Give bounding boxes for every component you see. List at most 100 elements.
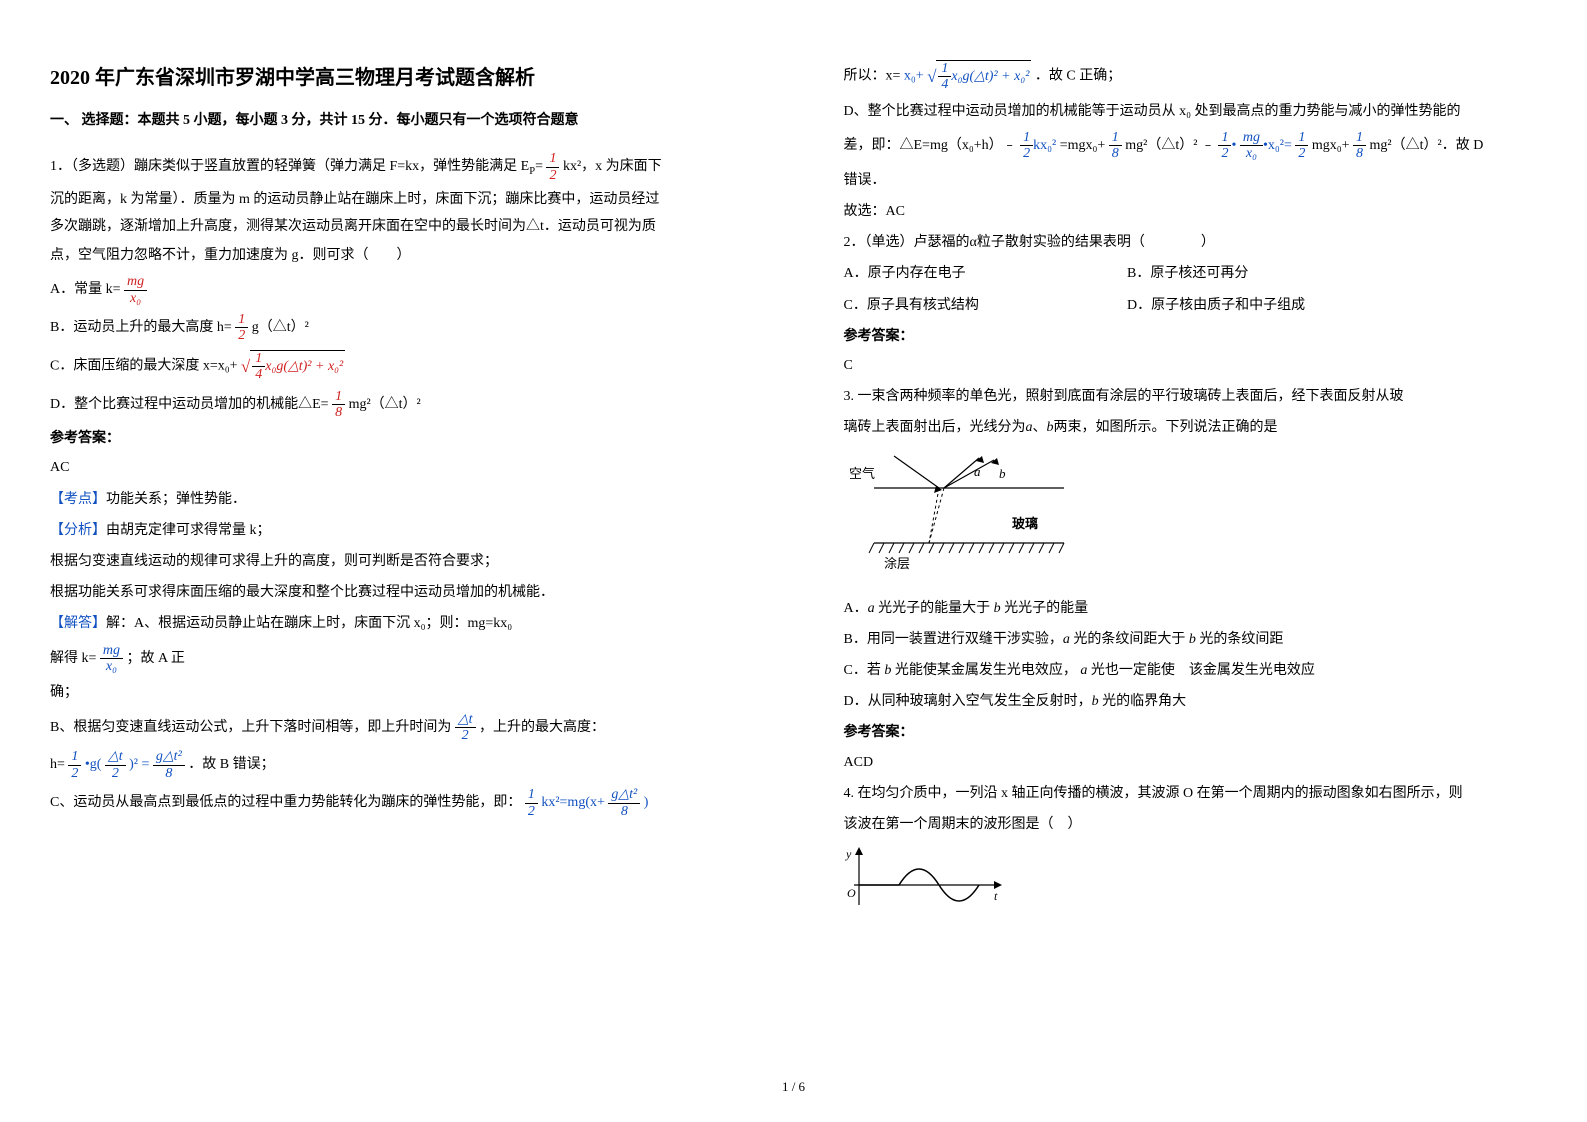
sola2-post: ；故 A 正 bbox=[127, 651, 185, 666]
num: 1 bbox=[546, 151, 559, 167]
sqrt-icon: √14x₀g(△t)² + x₀² bbox=[241, 350, 345, 383]
q3-l2a: 璃砖上表面射出后，光线分为 bbox=[844, 420, 1026, 435]
q1-eq: = bbox=[535, 159, 543, 174]
solA1: 解：A、根据运动员静止站在蹦床上时，床面下沉 x₀；则：mg=kx₀ bbox=[106, 616, 512, 631]
num: g△t² bbox=[608, 787, 640, 803]
q2-opts-row2: C．原子具有核式结构 D．原子核由质子和中子组成 bbox=[844, 293, 1538, 318]
solc1-eq: kx²=mg(x+ bbox=[541, 795, 605, 810]
m: 光光子的能量大于 bbox=[875, 601, 994, 616]
opt-d-pre: D．整个比赛过程中运动员增加的机械能△E= bbox=[50, 397, 332, 412]
exam-title: 2020 年广东省深圳市罗湖中学高三物理月考试题含解析 bbox=[50, 60, 744, 96]
sola2-pre: 解得 k= bbox=[50, 651, 100, 666]
q3-l2: 璃砖上表面射出后，光线分为a、b两束，如图所示。下列说法正确的是 bbox=[844, 415, 1538, 440]
q1-an-h: 【分析】由胡克定律可求得常量 k； bbox=[50, 518, 744, 543]
den: 2 bbox=[455, 728, 476, 743]
q1-opt-c: C．床面压缩的最大深度 x=x₀+ √14x₀g(△t)² + x₀² bbox=[50, 350, 744, 383]
q1-stem-text2: kx²，x 为床面下 bbox=[563, 159, 662, 174]
right-column: 所以：x= x₀+ √14x₀g(△t)² + x₀² ．故 C 正确； D、整… bbox=[794, 0, 1587, 1122]
q1r-so: 所以：x= x₀+ √14x₀g(△t)² + x₀² ．故 C 正确； bbox=[844, 60, 1538, 93]
f6: 18 bbox=[1353, 130, 1366, 162]
solb2-mid2: )² = bbox=[129, 757, 153, 772]
q1-sol-a2: 解得 k= mgx₀ ；故 A 正 bbox=[50, 643, 744, 675]
q1-sol-b2: h= 12 •g( △t2 )² = g△t²8 ．故 B 错误； bbox=[50, 749, 744, 781]
m3: mg²（△t）² ﹣ bbox=[1125, 138, 1215, 153]
q4-l1: 4. 在均匀介质中，一列沿 x 轴正向传播的横波，其波源 O 在第一个周期内的振… bbox=[844, 781, 1538, 806]
x0-plus: x₀+ bbox=[904, 69, 924, 84]
a-sym: a bbox=[1026, 420, 1033, 435]
q1r-d1: D、整个比赛过程中运动员增加的机械能等于运动员从 x₀ 处到最高点的重力势能与减… bbox=[844, 99, 1538, 124]
origin-label: O bbox=[847, 886, 856, 900]
po: 光也一定能使 该金属发生光电效应 bbox=[1087, 663, 1315, 678]
solb1-post: ，上升的最大高度： bbox=[479, 720, 605, 735]
kp-label: 【考点】 bbox=[50, 492, 106, 507]
q3-l2b: 、 bbox=[1033, 420, 1047, 435]
answer-label: 参考答案： bbox=[50, 426, 744, 451]
num: mg bbox=[100, 643, 123, 659]
den: 8 bbox=[1109, 146, 1122, 161]
num: 1 bbox=[1295, 130, 1308, 146]
frac-gdt28-b: g△t²8 bbox=[608, 787, 640, 819]
q1-sol-a3: 确； bbox=[50, 680, 744, 705]
q1-answer: AC bbox=[50, 455, 744, 480]
den: 2 bbox=[525, 804, 538, 819]
p: B．用同一装置进行双缝干涉实验， bbox=[844, 632, 1063, 647]
opt-c-pre: C．床面压缩的最大深度 x=x₀+ bbox=[50, 358, 241, 373]
opt-d-post: mg²（△t）² bbox=[349, 397, 421, 412]
q2-b: B．原子核还可再分 bbox=[1127, 266, 1248, 281]
frac-gdt28: g△t²8 bbox=[153, 749, 185, 781]
page-footer: 1 / 6 bbox=[0, 1075, 1587, 1098]
wave-graph-icon: y t O bbox=[844, 845, 1014, 920]
q2-answer: C bbox=[844, 353, 1538, 378]
sol-label: 【解答】 bbox=[50, 616, 106, 631]
solc1-pre: C、运动员从最高点到最低点的过程中重力势能转化为蹦床的弹性势能，即： bbox=[50, 795, 521, 810]
num: mg bbox=[124, 274, 147, 290]
frac-dt2-b: △t2 bbox=[105, 749, 126, 781]
as: a bbox=[868, 601, 875, 616]
q2-answer-label: 参考答案： bbox=[844, 324, 1538, 349]
sqrt-inner: x₀g(△t)² + x₀² bbox=[951, 69, 1029, 84]
frac-dt2: △t2 bbox=[455, 712, 476, 744]
p: C．若 bbox=[844, 663, 885, 678]
den: x₀ bbox=[1240, 146, 1263, 161]
left-column: 2020 年广东省深圳市罗湖中学高三物理月考试题含解析 一、 选择题：本题共 5… bbox=[0, 0, 794, 1122]
m2: =mgx₀+ bbox=[1060, 138, 1106, 153]
q1r-d4: 故选：AC bbox=[844, 199, 1538, 224]
den: 2 bbox=[1020, 146, 1033, 161]
num: 1 bbox=[68, 749, 81, 765]
den: x₀ bbox=[124, 291, 147, 306]
frac-mg-x0-b: mgx₀ bbox=[100, 643, 123, 675]
an1: 由胡克定律可求得常量 k； bbox=[106, 523, 271, 538]
kp-text: 功能关系；弹性势能． bbox=[106, 492, 246, 507]
bs: b bbox=[994, 601, 1001, 616]
f5: 12 bbox=[1295, 130, 1308, 162]
m1: kx₀² bbox=[1033, 138, 1056, 153]
q4-l2: 该波在第一个周期末的波形图是（ ） bbox=[844, 812, 1538, 837]
po: 光光子的能量 bbox=[1001, 601, 1089, 616]
frac-half-icon: 12 bbox=[546, 151, 559, 183]
q3-answer: ACD bbox=[844, 750, 1538, 775]
t-axis-label: t bbox=[994, 889, 998, 903]
solb2-mid: •g( bbox=[85, 757, 105, 772]
p: D．从同种玻璃射入空气发生全反射时， bbox=[844, 694, 1092, 709]
num: 1 bbox=[252, 351, 265, 367]
den: 4 bbox=[938, 77, 951, 92]
frac-half: 12 bbox=[235, 312, 248, 344]
q1-an2: 根据匀变速直线运动的规律可求得上升的高度，则可判断是否符合要求； bbox=[50, 549, 744, 574]
q2-d: D．原子核由质子和中子组成 bbox=[1127, 298, 1305, 313]
bs: b bbox=[1092, 694, 1099, 709]
den: x₀ bbox=[100, 659, 123, 674]
q1-an3: 根据功能关系可求得床面压缩的最大深度和整个比赛过程中运动员增加的机械能． bbox=[50, 580, 744, 605]
frac-half-b: 12 bbox=[68, 749, 81, 781]
den: 2 bbox=[235, 328, 248, 343]
po: 光的临界角大 bbox=[1099, 694, 1187, 709]
q1-line4: 点，空气阻力忽略不计，重力加速度为 g．则可求（ ） bbox=[50, 243, 744, 268]
den: 8 bbox=[1353, 146, 1366, 161]
opt-b-pre: B．运动员上升的最大高度 h= bbox=[50, 320, 235, 335]
q3-l2c: 两束，如图所示。下列说法正确的是 bbox=[1054, 420, 1278, 435]
q2-stem: 2．（单选）卢瑟福的α粒子散射实验的结果表明（ ） bbox=[844, 230, 1538, 255]
q1-stem: 1．（多选题）蹦床类似于竖直放置的轻弹簧（弹力满足 F=kx，弹性势能满足 EP… bbox=[50, 151, 744, 183]
den: 8 bbox=[153, 766, 185, 781]
q1-sol-a: 【解答】解：A、根据运动员静止站在蹦床上时，床面下沉 x₀；则：mg=kx₀ bbox=[50, 611, 744, 636]
frac-eighth: 18 bbox=[332, 389, 345, 421]
num: △t bbox=[455, 712, 476, 728]
